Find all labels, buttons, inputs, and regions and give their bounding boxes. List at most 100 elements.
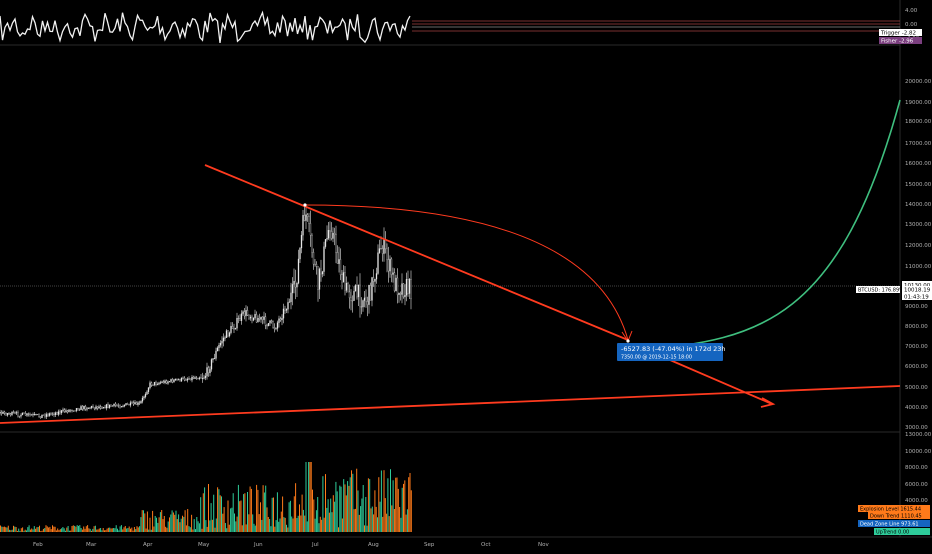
volume-bar xyxy=(174,514,176,532)
volume-bar xyxy=(330,498,332,532)
candle-body xyxy=(125,403,127,406)
volume-bar xyxy=(358,514,360,532)
volume-bar xyxy=(169,517,170,532)
volume-bar xyxy=(379,501,381,532)
candle-body xyxy=(240,313,243,321)
candle-body xyxy=(281,318,283,321)
candle-body xyxy=(107,404,109,408)
candle-body xyxy=(260,316,262,320)
volume-bar xyxy=(279,518,281,532)
candle-body xyxy=(66,410,69,413)
candle-body xyxy=(374,279,376,282)
ascending-support-line[interactable] xyxy=(0,385,901,424)
volume-bar xyxy=(202,493,204,532)
volume-tick-label: 8000.00 xyxy=(905,465,928,471)
x-tick-label: May xyxy=(198,542,210,548)
volume-bar xyxy=(176,519,178,532)
candle-body xyxy=(392,272,394,275)
candle-body xyxy=(87,407,90,409)
volume-bar xyxy=(92,528,94,532)
candle-body xyxy=(254,314,256,319)
candle-body xyxy=(129,402,132,406)
volume-bar xyxy=(113,528,115,532)
volume-bar xyxy=(327,499,329,532)
candle-body xyxy=(290,292,292,303)
volume-bar xyxy=(335,481,337,532)
volume-bar xyxy=(196,517,198,532)
candle-body xyxy=(143,396,145,399)
measure-line-1: -6527.83 (-47.04%) in 172d 23h xyxy=(621,345,726,353)
candle-body xyxy=(35,414,37,415)
arc-anchor-point[interactable] xyxy=(303,203,307,207)
volume-bar xyxy=(149,517,151,532)
candle-body xyxy=(54,412,57,415)
candle-body xyxy=(80,406,82,411)
candle-body xyxy=(24,413,27,416)
candle-body xyxy=(218,345,220,349)
candle-body xyxy=(204,375,207,378)
volume-bar xyxy=(198,523,200,532)
candle-body xyxy=(207,367,210,374)
volume-bar xyxy=(237,484,239,532)
candle-body xyxy=(71,410,73,412)
candle-body xyxy=(381,248,384,254)
candle-body xyxy=(357,284,360,298)
volume-bar xyxy=(231,507,233,532)
volume-bar xyxy=(88,528,90,532)
volume-bar xyxy=(14,526,16,532)
volume-bar xyxy=(291,516,293,532)
candle-body xyxy=(351,300,354,302)
volume-bar xyxy=(410,490,412,532)
volume-bar xyxy=(340,486,342,532)
candle-body xyxy=(63,409,66,412)
candle-body xyxy=(317,266,319,290)
volume-bar xyxy=(221,496,222,532)
candle-body xyxy=(353,290,355,301)
volume-bar xyxy=(140,517,142,532)
volume-bar xyxy=(79,525,81,532)
volume-bar xyxy=(119,526,121,532)
x-tick-label: Oct xyxy=(481,542,491,548)
volume-bar xyxy=(215,518,217,532)
measure-box[interactable] xyxy=(617,343,723,361)
volume-bar xyxy=(42,528,44,532)
volume-bar xyxy=(297,515,299,532)
volume-bar xyxy=(154,516,156,532)
volume-bar xyxy=(11,529,13,532)
volume-bar xyxy=(287,527,289,532)
volume-bar xyxy=(75,526,77,532)
candle-body xyxy=(135,402,138,405)
volume-bar xyxy=(45,525,47,532)
volume-bar xyxy=(187,509,189,532)
volume-bar xyxy=(247,492,248,532)
candle-body xyxy=(252,317,255,321)
projection-arc[interactable] xyxy=(304,204,629,341)
volume-bar xyxy=(352,473,354,532)
volume-bar xyxy=(356,468,358,532)
descending-trendline[interactable] xyxy=(204,164,629,341)
explosion-level-label-bg xyxy=(858,505,930,512)
volume-bar xyxy=(128,526,130,532)
candle-body xyxy=(324,239,327,247)
candle-body xyxy=(60,410,63,414)
candle-body xyxy=(99,406,102,409)
volume-bar xyxy=(120,525,122,532)
candle-body xyxy=(104,407,106,409)
candle-body xyxy=(72,410,75,412)
candle-body xyxy=(173,379,175,383)
arc-end-point[interactable] xyxy=(626,339,630,343)
volume-bar xyxy=(1,526,3,532)
volume-bar xyxy=(325,474,326,532)
volume-bar xyxy=(15,527,17,532)
volume-bar xyxy=(0,525,1,532)
price-tick-label: 15000.00 xyxy=(905,182,932,188)
volume-bar xyxy=(282,496,284,532)
down-arrow-line[interactable] xyxy=(669,359,773,405)
candle-body xyxy=(383,239,385,254)
candle-body xyxy=(312,252,315,265)
candle-body xyxy=(108,404,111,408)
volume-bar xyxy=(217,487,219,532)
candle-body xyxy=(150,382,153,386)
candle-body xyxy=(158,382,160,385)
candle-body xyxy=(159,382,162,384)
